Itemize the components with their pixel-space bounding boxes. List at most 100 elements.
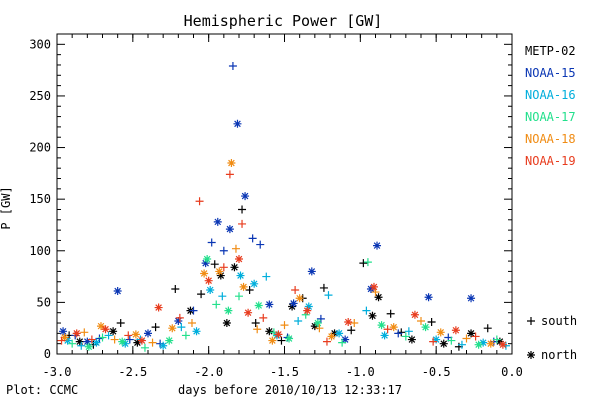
data-point	[224, 306, 233, 315]
data-point	[151, 323, 160, 332]
data-point	[244, 308, 253, 317]
data-point	[59, 327, 68, 336]
data-point	[369, 282, 378, 291]
data-point	[225, 170, 234, 179]
data-point	[265, 300, 274, 309]
x-tick-label: -3.0	[43, 365, 72, 379]
x-tick-label: -2.5	[118, 365, 147, 379]
y-tick-label: 100	[29, 244, 51, 258]
data-point	[289, 299, 298, 308]
data-point	[57, 336, 66, 345]
data-point	[432, 335, 441, 344]
legend-entry: NOAA-18	[525, 132, 576, 146]
data-point	[253, 325, 262, 334]
data-point	[436, 328, 445, 337]
data-point	[467, 329, 476, 338]
data-point	[251, 319, 260, 328]
data-point	[189, 306, 198, 315]
data-point	[159, 341, 168, 350]
data-point	[344, 318, 353, 326]
data-point	[80, 328, 89, 337]
data-point	[424, 293, 433, 302]
data-point	[324, 291, 333, 300]
data-point	[256, 240, 265, 249]
data-point	[245, 286, 254, 294]
data-point	[206, 286, 215, 294]
data-point	[235, 292, 243, 301]
y-tick-label: 250	[29, 89, 51, 103]
data-point	[498, 340, 507, 349]
data-point	[474, 340, 483, 349]
data-point	[227, 159, 236, 168]
data-point	[304, 302, 313, 311]
data-point	[401, 332, 410, 341]
data-point	[462, 334, 471, 343]
data-point	[404, 327, 413, 336]
legend-entry: NOAA-15	[525, 66, 576, 80]
data-point	[383, 325, 392, 334]
legend-marker-north	[527, 351, 535, 359]
data-point	[285, 334, 294, 343]
data-point	[213, 217, 222, 226]
data-point	[254, 301, 263, 310]
data-point	[63, 336, 72, 345]
data-point	[479, 338, 488, 347]
data-point	[60, 333, 69, 342]
data-point	[207, 238, 216, 247]
data-point	[335, 329, 344, 338]
series-noaa-15	[59, 62, 498, 348]
data-point	[380, 331, 389, 340]
data-point	[341, 335, 350, 344]
y-axis-label: P [GW]	[0, 186, 13, 229]
data-point	[429, 337, 438, 346]
data-point	[218, 292, 227, 301]
data-point	[175, 313, 184, 322]
axes: -3.0 -2.5 -2.0 -1.5 -1.0 -0.5 0.0 0 50 100 150 200 2…	[29, 33, 523, 379]
data-point	[322, 337, 331, 346]
x-tick-label: -2.0	[194, 365, 223, 379]
series-noaa-17	[68, 255, 501, 352]
data-point	[118, 337, 127, 346]
data-point	[195, 197, 204, 206]
data-point	[313, 319, 322, 328]
data-point	[197, 290, 206, 299]
data-point	[113, 287, 122, 296]
data-point	[216, 271, 225, 280]
y-tick-label: 150	[29, 192, 51, 206]
x-tick-label: -1.0	[346, 365, 375, 379]
data-point	[330, 329, 339, 338]
data-point	[262, 272, 271, 281]
data-point	[268, 336, 277, 345]
data-point	[347, 326, 356, 335]
legend: METP-02 NOAA-15 NOAA-16 NOAA-17 NOAA-18 NOAA-…	[525, 44, 577, 362]
data-point	[109, 327, 118, 336]
data-point	[338, 338, 347, 347]
data-point	[148, 338, 157, 347]
data-point	[165, 336, 174, 345]
data-point	[368, 311, 377, 320]
data-point	[471, 332, 480, 341]
data-point	[291, 286, 300, 294]
legend-entry: NOAA-17	[525, 110, 576, 124]
series-noaa-18	[60, 159, 495, 348]
data-point	[250, 279, 259, 288]
data-point	[75, 337, 84, 346]
x-tick-label: 0.0	[501, 365, 523, 379]
data-point	[200, 269, 209, 278]
data-point	[389, 323, 398, 332]
data-point	[495, 337, 504, 346]
data-point	[373, 241, 382, 250]
data-point	[316, 314, 325, 323]
data-point	[98, 333, 107, 342]
data-point	[394, 329, 403, 338]
data-point	[230, 263, 239, 272]
data-point	[235, 255, 243, 264]
data-point	[319, 283, 328, 292]
data-point	[288, 302, 297, 311]
data-point	[295, 294, 304, 303]
data-point	[204, 276, 213, 285]
series-noaa-19	[57, 170, 507, 349]
legend-entry: NOAA-16	[525, 88, 576, 102]
x-tick-label: -1.5	[270, 365, 299, 379]
data-point	[144, 329, 152, 338]
